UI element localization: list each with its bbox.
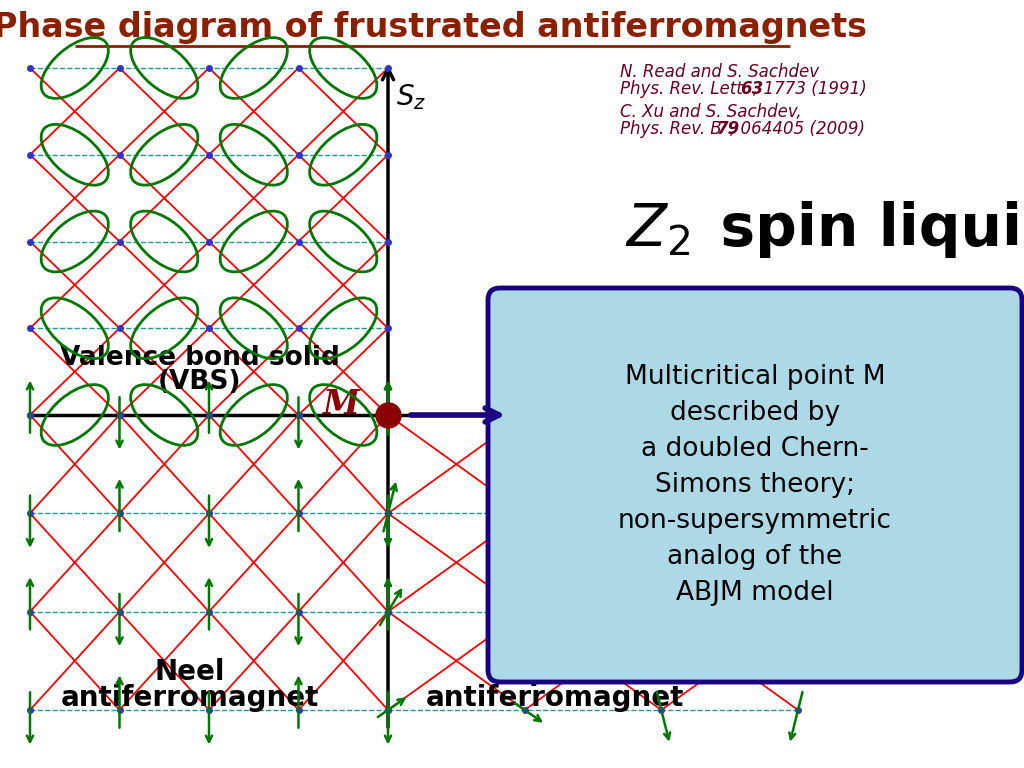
Text: C. Xu and S. Sachdev,: C. Xu and S. Sachdev, bbox=[620, 103, 802, 121]
Text: , 1773 (1991): , 1773 (1991) bbox=[753, 80, 866, 98]
Text: , 064405 (2009): , 064405 (2009) bbox=[730, 120, 865, 138]
Text: 79: 79 bbox=[717, 120, 740, 138]
Text: antiferromagnet: antiferromagnet bbox=[426, 684, 684, 712]
Text: 63: 63 bbox=[740, 80, 763, 98]
Text: $S_z$: $S_z$ bbox=[396, 82, 426, 112]
Text: $Z_2$: $Z_2$ bbox=[625, 201, 690, 259]
Text: Multicritical point M
described by
a doubled Chern-
Simons theory;
non-supersymm: Multicritical point M described by a dou… bbox=[618, 364, 892, 606]
FancyBboxPatch shape bbox=[488, 288, 1022, 682]
Text: antiferromagnet: antiferromagnet bbox=[60, 684, 319, 712]
Text: Phys. Rev. Lett.: Phys. Rev. Lett. bbox=[620, 80, 754, 98]
Text: Phys. Rev. B: Phys. Rev. B bbox=[620, 120, 727, 138]
Text: spin liquid: spin liquid bbox=[700, 201, 1024, 259]
Text: M: M bbox=[323, 389, 360, 422]
Text: (VBS): (VBS) bbox=[159, 369, 242, 395]
Text: Valence bond solid: Valence bond solid bbox=[60, 345, 340, 371]
Text: Neel: Neel bbox=[155, 658, 225, 686]
Text: Spiral: Spiral bbox=[509, 658, 601, 686]
Text: Phase diagram of frustrated antiferromagnets: Phase diagram of frustrated antiferromag… bbox=[0, 12, 867, 45]
Text: N. Read and S. Sachdev: N. Read and S. Sachdev bbox=[620, 63, 819, 81]
